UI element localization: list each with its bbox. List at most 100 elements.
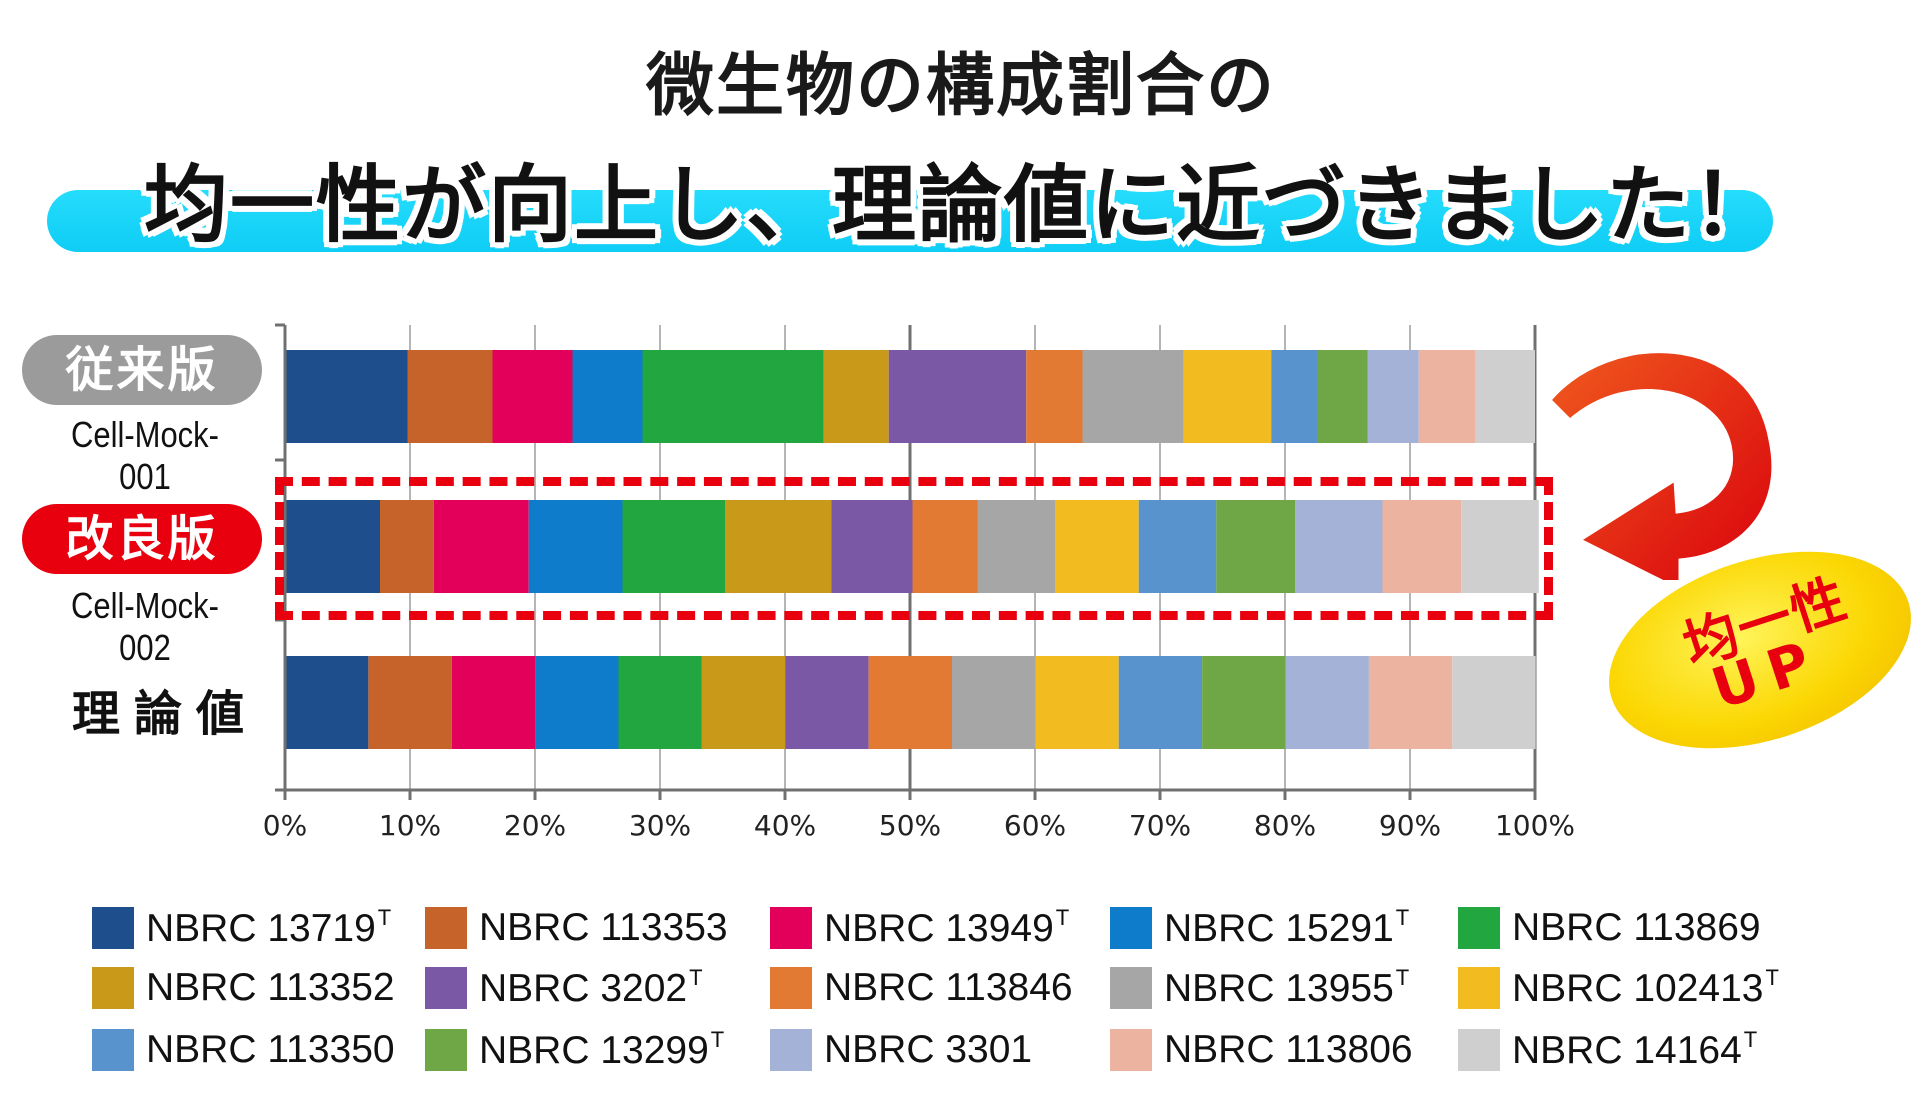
bar-segment: [622, 500, 725, 593]
bar-segment: [1271, 350, 1318, 443]
legend-item: NBRC 13955T: [1110, 965, 1409, 1011]
bar-segment: [1368, 656, 1453, 749]
x-tick-label: 100%: [1495, 809, 1575, 842]
legend-swatch: [425, 967, 467, 1009]
legend-superscript: T: [1395, 905, 1410, 930]
legend-superscript: T: [1395, 965, 1410, 990]
x-tick-label: 50%: [879, 809, 941, 842]
legend-label: NBRC 113846: [824, 966, 1073, 1009]
bar-segment: [1452, 656, 1536, 749]
row-label-theoretical: 理論値: [71, 686, 258, 742]
bar-segment: [1382, 500, 1462, 593]
x-tick-label: 60%: [1004, 809, 1066, 842]
legend-swatch: [92, 967, 134, 1009]
bar-segment: [433, 500, 529, 593]
legend-superscript: T: [710, 1027, 725, 1052]
legend-label: NBRC 15291T: [1164, 905, 1410, 950]
bar-segment: [1183, 350, 1272, 443]
title-line-1: 微生物の構成割合の: [645, 47, 1276, 126]
bar-segment: [725, 500, 832, 593]
bar-segment: [368, 656, 452, 749]
row-label-cell-mock-002: Cell-Mock-002: [71, 585, 219, 668]
legend-item: NBRC 13299T: [425, 1027, 724, 1073]
bar-segment: [492, 350, 573, 443]
bar-segment: [642, 350, 824, 443]
bar-segment: [831, 500, 913, 593]
x-tick-label: 30%: [629, 809, 691, 842]
legend-swatch: [1110, 967, 1152, 1009]
legend-superscript: T: [1055, 905, 1070, 930]
x-tick-label: 90%: [1379, 809, 1441, 842]
legend-label: NBRC 13719T: [146, 905, 392, 950]
legend-swatch: [425, 1029, 467, 1071]
legend-label: NBRC 113353: [479, 906, 728, 949]
bar-segment: [1367, 350, 1419, 443]
x-tick-label: 40%: [754, 809, 816, 842]
legend-label: NBRC 13955T: [1164, 965, 1410, 1010]
legend-item: NBRC 113869: [1458, 905, 1761, 951]
legend-item: NBRC 3202T: [425, 965, 703, 1011]
title-banner: [47, 190, 1773, 252]
x-tick-label: 80%: [1254, 809, 1316, 842]
legend-swatch: [1110, 1029, 1152, 1071]
bar-segment: [285, 500, 380, 593]
x-tick-label: 0%: [263, 809, 307, 842]
bar-segment: [868, 656, 952, 749]
legend-swatch: [1458, 967, 1500, 1009]
bar-segment: [1035, 656, 1119, 749]
legend-item: NBRC 3301: [770, 1027, 1032, 1073]
uniformity-up-callout: 均一性 UP: [1583, 516, 1922, 784]
legend-swatch: [425, 907, 467, 949]
legend-item: NBRC 102413T: [1458, 965, 1779, 1011]
legend-label: NBRC 113869: [1512, 906, 1761, 949]
legend-item: NBRC 13719T: [92, 905, 391, 951]
legend-swatch: [1458, 907, 1500, 949]
legend-swatch: [1110, 907, 1152, 949]
legend-superscript: T: [689, 965, 703, 990]
bar-segment: [380, 500, 434, 593]
bar-segment: [785, 656, 869, 749]
legend-superscript: T: [377, 905, 392, 930]
bar-segment: [1295, 500, 1383, 593]
bar-segment: [1285, 656, 1369, 749]
bar-segment: [618, 656, 702, 749]
legend-label: NBRC 3202T: [479, 965, 703, 1010]
legend-label: NBRC 113350: [146, 1028, 395, 1071]
bar-segment: [451, 656, 536, 749]
legend-swatch: [770, 967, 812, 1009]
legend-superscript: T: [1743, 1027, 1758, 1052]
legend-swatch: [92, 907, 134, 949]
legend-label: NBRC 14164T: [1512, 1027, 1758, 1072]
legend-label: NBRC 3301: [824, 1028, 1033, 1071]
bar-segment: [572, 350, 643, 443]
legend-label: NBRC 13299T: [479, 1027, 725, 1072]
row-label-cell-mock-001: Cell-Mock-001: [71, 414, 219, 497]
bar-segment: [1418, 350, 1475, 443]
legend-item: NBRC 15291T: [1110, 905, 1409, 951]
bar-segment: [1055, 500, 1139, 593]
bar-segment: [1475, 350, 1535, 443]
legend-label: NBRC 13949T: [824, 905, 1070, 950]
legend-item: NBRC 113806: [1110, 1027, 1413, 1073]
bar-segment: [1026, 350, 1083, 443]
legend-swatch: [770, 907, 812, 949]
legend-swatch: [1458, 1029, 1500, 1071]
highlight-dashed-box: [275, 477, 1553, 620]
bar-segment: [952, 656, 1036, 749]
bar-segment: [1461, 500, 1539, 593]
bar-segment: [285, 656, 369, 749]
bar-segment: [1202, 656, 1286, 749]
legend-swatch: [770, 1029, 812, 1071]
bar-segment: [535, 656, 619, 749]
legend-label: NBRC 113806: [1164, 1028, 1413, 1071]
x-tick-label: 20%: [504, 809, 566, 842]
bar-segment: [285, 350, 408, 443]
legend-item: NBRC 13949T: [770, 905, 1069, 951]
bar-segment: [823, 350, 889, 443]
legend-item: NBRC 113352: [92, 965, 395, 1011]
x-tick-label: 10%: [379, 809, 441, 842]
legacy-version-badge: 従来版: [22, 335, 262, 405]
legend-item: NBRC 113353: [425, 905, 728, 951]
title-line-2: 均一性が向上し、理論値に近づきました！: [143, 156, 1778, 254]
